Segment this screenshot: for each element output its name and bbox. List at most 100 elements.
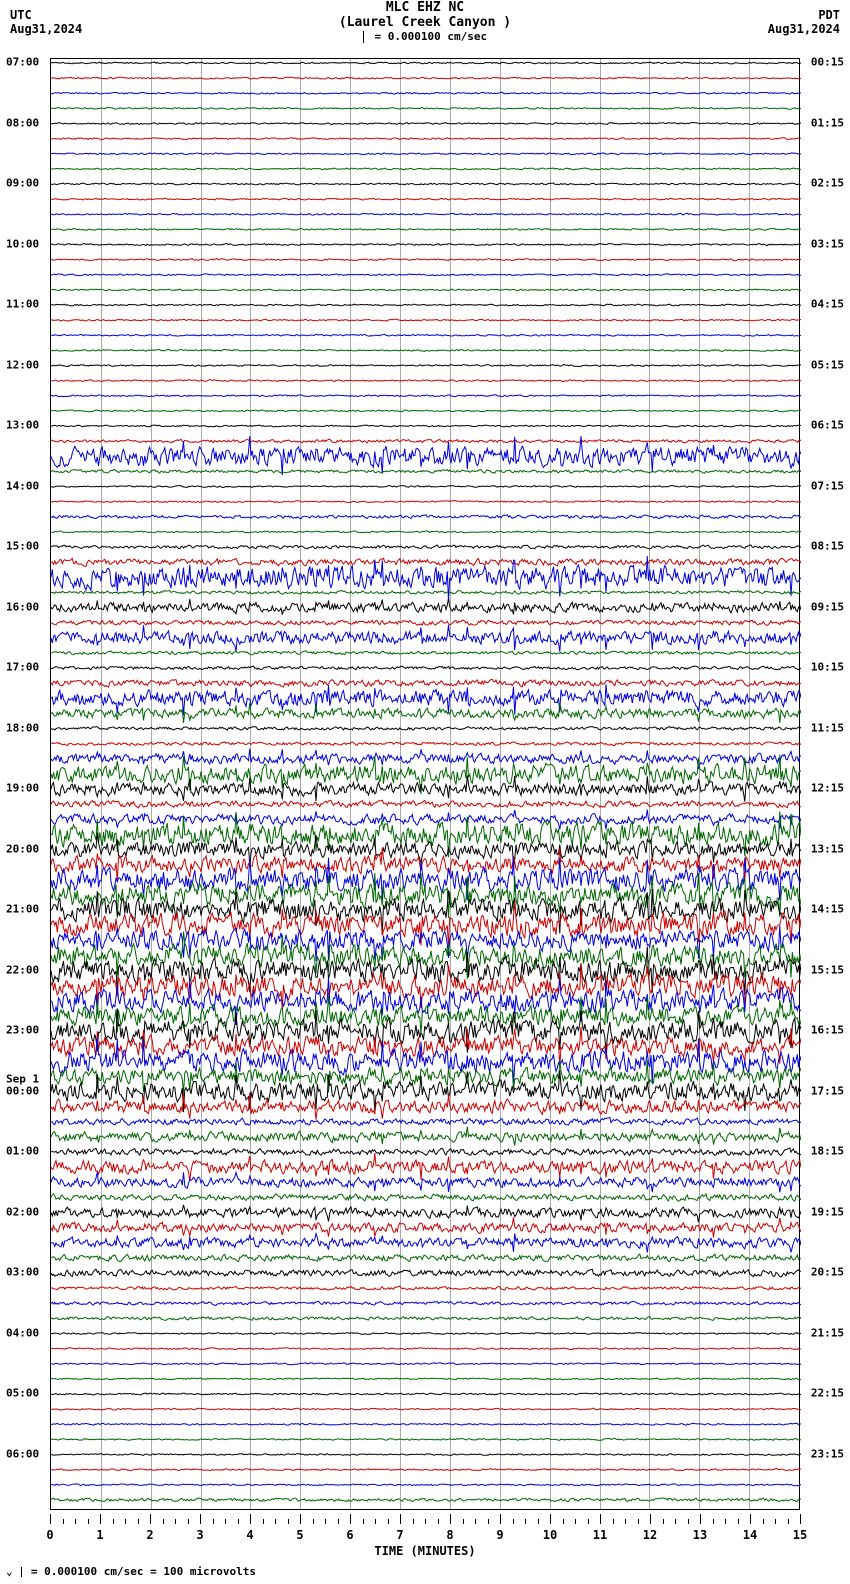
- x-tick-minor: [113, 1519, 114, 1524]
- x-tick-minor: [63, 1519, 64, 1524]
- seismic-trace: [51, 558, 801, 566]
- x-tick-minor: [138, 1519, 139, 1524]
- x-tick: [150, 1514, 151, 1524]
- local-time-label: 05:15: [811, 358, 844, 371]
- seismic-trace: [51, 425, 801, 427]
- seismic-trace: [51, 1234, 801, 1253]
- seismic-trace: [51, 1205, 801, 1223]
- seismic-trace: [51, 1148, 801, 1155]
- local-time-label: 22:15: [811, 1387, 844, 1400]
- x-tick-minor: [738, 1519, 739, 1524]
- timezone-left: UTC Aug31,2024: [10, 8, 82, 36]
- seismic-trace: [51, 138, 801, 140]
- location-subtitle: (Laurel Creek Canyon ): [0, 15, 850, 30]
- seismic-trace: [51, 108, 801, 110]
- seismic-trace: [51, 1438, 801, 1440]
- x-tick-label: 9: [496, 1528, 503, 1542]
- x-tick-minor: [775, 1519, 776, 1524]
- x-tick-label: 7: [396, 1528, 403, 1542]
- seismic-trace: [51, 666, 801, 670]
- x-tick-label: 14: [743, 1528, 757, 1542]
- utc-time-label: 04:00: [6, 1326, 39, 1339]
- seismic-trace: [51, 1254, 801, 1262]
- utc-time-label: 12:00: [6, 358, 39, 371]
- x-tick: [200, 1514, 201, 1524]
- x-tick-minor: [438, 1519, 439, 1524]
- local-time-label: 16:15: [811, 1024, 844, 1037]
- seismic-trace: [51, 679, 801, 687]
- x-tick-minor: [225, 1519, 226, 1524]
- timezone-right: PDT Aug31,2024: [768, 8, 840, 36]
- seismic-trace: [51, 1317, 801, 1321]
- seismic-trace: [51, 1286, 801, 1290]
- x-tick-minor: [288, 1519, 289, 1524]
- x-tick-minor: [525, 1519, 526, 1524]
- x-tick: [700, 1514, 701, 1524]
- seismic-trace: [51, 486, 801, 488]
- seismic-trace: [51, 1469, 801, 1471]
- utc-time-label: 18:00: [6, 721, 39, 734]
- seismic-trace: [51, 304, 801, 306]
- x-tick-minor: [88, 1519, 89, 1524]
- seismic-trace: [51, 703, 801, 723]
- tz-right-date: Aug31,2024: [768, 22, 840, 36]
- seismic-trace: [51, 1348, 801, 1350]
- seismic-trace: [51, 380, 801, 382]
- x-tick: [450, 1514, 451, 1524]
- x-tick-label: 10: [543, 1528, 557, 1542]
- footer-scale: ⌄ = 0.000100 cm/sec = 100 microvolts: [6, 1565, 256, 1578]
- local-time-label: 12:15: [811, 782, 844, 795]
- utc-time-label: 21:00: [6, 903, 39, 916]
- x-tick-minor: [188, 1519, 189, 1524]
- utc-time-label: 14:00: [6, 479, 39, 492]
- utc-time-label: 15:00: [6, 540, 39, 553]
- utc-time-label: 16:00: [6, 600, 39, 613]
- seismic-trace: [51, 77, 801, 79]
- x-tick-minor: [338, 1519, 339, 1524]
- utc-time-label: 23:00: [6, 1024, 39, 1037]
- seismic-trace: [51, 1127, 801, 1146]
- scale-text: = 0.000100 cm/sec: [375, 30, 488, 43]
- x-tick-label: 11: [593, 1528, 607, 1542]
- x-tick-label: 4: [246, 1528, 253, 1542]
- station-title: MLC EHZ NC: [0, 0, 850, 15]
- local-time-label: 04:15: [811, 298, 844, 311]
- x-tick-minor: [713, 1519, 714, 1524]
- seismic-trace: [51, 1408, 801, 1410]
- seismic-trace: [51, 545, 801, 549]
- x-tick-minor: [675, 1519, 676, 1524]
- utc-time-label: 01:00: [6, 1145, 39, 1158]
- x-axis: TIME (MINUTES) 0123456789101112131415: [50, 1510, 800, 1552]
- x-tick: [600, 1514, 601, 1524]
- local-time-label: 03:15: [811, 237, 844, 250]
- seismic-trace: [51, 800, 801, 808]
- utc-time-label: 07:00: [6, 56, 39, 69]
- local-time-label: 15:15: [811, 963, 844, 976]
- seismic-trace: [51, 926, 801, 961]
- local-time-label: 07:15: [811, 479, 844, 492]
- seismic-trace: [51, 1363, 801, 1365]
- seismic-trace: [51, 274, 801, 276]
- seismic-trace: [51, 1498, 801, 1502]
- seismic-trace: [51, 168, 801, 170]
- header: MLC EHZ NC (Laurel Creek Canyon ) = 0.00…: [0, 0, 850, 43]
- seismic-trace: [51, 1484, 801, 1486]
- utc-time-label: 22:00: [6, 963, 39, 976]
- seismic-trace: [51, 1093, 801, 1120]
- x-tick: [350, 1514, 351, 1524]
- x-tick-minor: [538, 1519, 539, 1524]
- seismic-trace: [51, 62, 801, 64]
- helicorder-container: MLC EHZ NC (Laurel Creek Canyon ) = 0.00…: [0, 0, 850, 1584]
- x-tick: [750, 1514, 751, 1524]
- x-tick-minor: [175, 1519, 176, 1524]
- x-tick-minor: [238, 1519, 239, 1524]
- seismic-trace: [51, 123, 801, 125]
- x-tick-minor: [313, 1519, 314, 1524]
- seismic-trace: [51, 92, 801, 94]
- x-tick-minor: [325, 1519, 326, 1524]
- x-tick-minor: [425, 1519, 426, 1524]
- x-tick-minor: [638, 1519, 639, 1524]
- utc-time-label: 17:00: [6, 661, 39, 674]
- seismic-trace: [51, 651, 801, 655]
- x-tick-label: 8: [446, 1528, 453, 1542]
